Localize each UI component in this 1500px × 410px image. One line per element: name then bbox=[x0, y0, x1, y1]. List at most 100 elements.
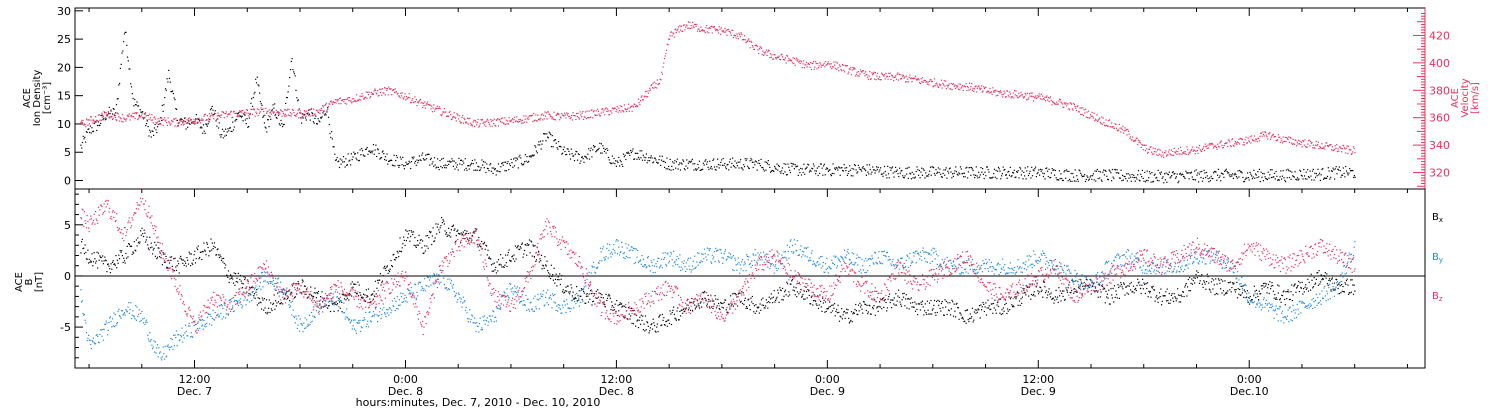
bx-point bbox=[741, 302, 744, 305]
density-point bbox=[1035, 166, 1037, 168]
bx-point bbox=[224, 267, 226, 269]
velocity-point bbox=[367, 94, 370, 96]
density-point bbox=[894, 171, 896, 173]
bx-point bbox=[737, 305, 739, 307]
velocity-point bbox=[1297, 143, 1299, 145]
density-point bbox=[1046, 167, 1048, 169]
velocity-series bbox=[80, 21, 1356, 158]
bx-point bbox=[254, 297, 256, 299]
velocity-point bbox=[304, 111, 306, 113]
density-point bbox=[989, 177, 991, 179]
velocity-point bbox=[405, 99, 407, 101]
density-point bbox=[718, 167, 720, 169]
bx-point bbox=[803, 290, 805, 292]
density-point bbox=[691, 158, 693, 160]
density-point bbox=[818, 166, 820, 168]
velocity-point bbox=[931, 81, 933, 83]
bx-point bbox=[809, 303, 811, 305]
bx-point bbox=[549, 273, 551, 275]
density-point bbox=[1001, 175, 1003, 177]
velocity-point bbox=[446, 115, 448, 117]
velocity-point bbox=[1012, 92, 1014, 94]
velocity-point bbox=[369, 97, 371, 99]
density-point bbox=[896, 169, 898, 171]
density-point bbox=[929, 166, 931, 168]
density-point bbox=[543, 133, 545, 135]
velocity-point bbox=[932, 86, 934, 88]
velocity-point bbox=[326, 110, 328, 112]
velocity-point bbox=[824, 66, 826, 68]
bx-point bbox=[207, 246, 209, 249]
bx-point bbox=[640, 323, 642, 325]
density-point bbox=[1232, 173, 1234, 175]
velocity-point bbox=[596, 114, 598, 116]
density-point bbox=[812, 168, 814, 170]
velocity-point bbox=[1289, 136, 1291, 139]
bx-point bbox=[826, 308, 828, 310]
velocity-point bbox=[549, 114, 551, 116]
velocity-point bbox=[747, 39, 749, 41]
velocity-point bbox=[431, 111, 433, 113]
velocity-point bbox=[966, 89, 968, 92]
velocity-point bbox=[862, 70, 864, 72]
velocity-point bbox=[146, 119, 148, 121]
velocity-point bbox=[136, 112, 138, 114]
density-point bbox=[737, 161, 739, 163]
density-point bbox=[259, 101, 261, 103]
density-point bbox=[226, 131, 228, 133]
velocity-point bbox=[627, 107, 629, 109]
density-point bbox=[703, 164, 705, 166]
velocity-point bbox=[1049, 96, 1052, 98]
velocity-point bbox=[493, 123, 495, 125]
density-point bbox=[1327, 167, 1329, 169]
density-point bbox=[584, 155, 586, 157]
density-point bbox=[1131, 173, 1133, 176]
bx-point bbox=[1085, 278, 1087, 280]
velocity-point bbox=[1104, 125, 1106, 127]
density-point bbox=[121, 52, 123, 54]
density-point bbox=[561, 153, 563, 155]
velocity-point bbox=[656, 87, 658, 89]
bx-point bbox=[263, 298, 265, 300]
density-point bbox=[964, 176, 966, 178]
velocity-point bbox=[1036, 97, 1038, 99]
density-point bbox=[1247, 177, 1249, 179]
density-point bbox=[149, 131, 152, 133]
bx-point bbox=[583, 292, 585, 294]
bx-point bbox=[885, 301, 887, 304]
velocity-point bbox=[983, 86, 985, 88]
velocity-point bbox=[1186, 146, 1188, 148]
velocity-point bbox=[1051, 104, 1053, 106]
velocity-point bbox=[1041, 99, 1043, 101]
bx-point bbox=[687, 309, 689, 311]
velocity-point bbox=[224, 113, 226, 115]
density-point bbox=[522, 164, 524, 166]
bx-point bbox=[805, 290, 808, 293]
bx-point bbox=[388, 269, 390, 271]
bx-point bbox=[592, 301, 594, 303]
velocity-point bbox=[757, 49, 759, 51]
density-point bbox=[1245, 177, 1247, 179]
density-point bbox=[354, 153, 356, 155]
bx-point bbox=[609, 297, 611, 299]
velocity-point bbox=[480, 119, 482, 121]
bx-point bbox=[187, 263, 190, 265]
density-point bbox=[819, 172, 821, 174]
density-point bbox=[852, 175, 854, 177]
density-point bbox=[284, 109, 286, 111]
velocity-point bbox=[154, 116, 156, 118]
bx-point bbox=[795, 287, 797, 289]
bx-point bbox=[474, 232, 476, 234]
velocity-point bbox=[242, 109, 244, 112]
density-point bbox=[1125, 178, 1127, 180]
density-point bbox=[327, 116, 330, 118]
bx-point bbox=[624, 316, 626, 318]
bx-point bbox=[823, 299, 825, 301]
bx-point bbox=[333, 310, 335, 312]
velocity-point bbox=[1112, 125, 1114, 127]
bx-point bbox=[425, 235, 427, 237]
density-point bbox=[1031, 175, 1034, 177]
velocity-point bbox=[1180, 146, 1182, 148]
velocity-point bbox=[1251, 138, 1253, 140]
density-point bbox=[960, 168, 962, 170]
